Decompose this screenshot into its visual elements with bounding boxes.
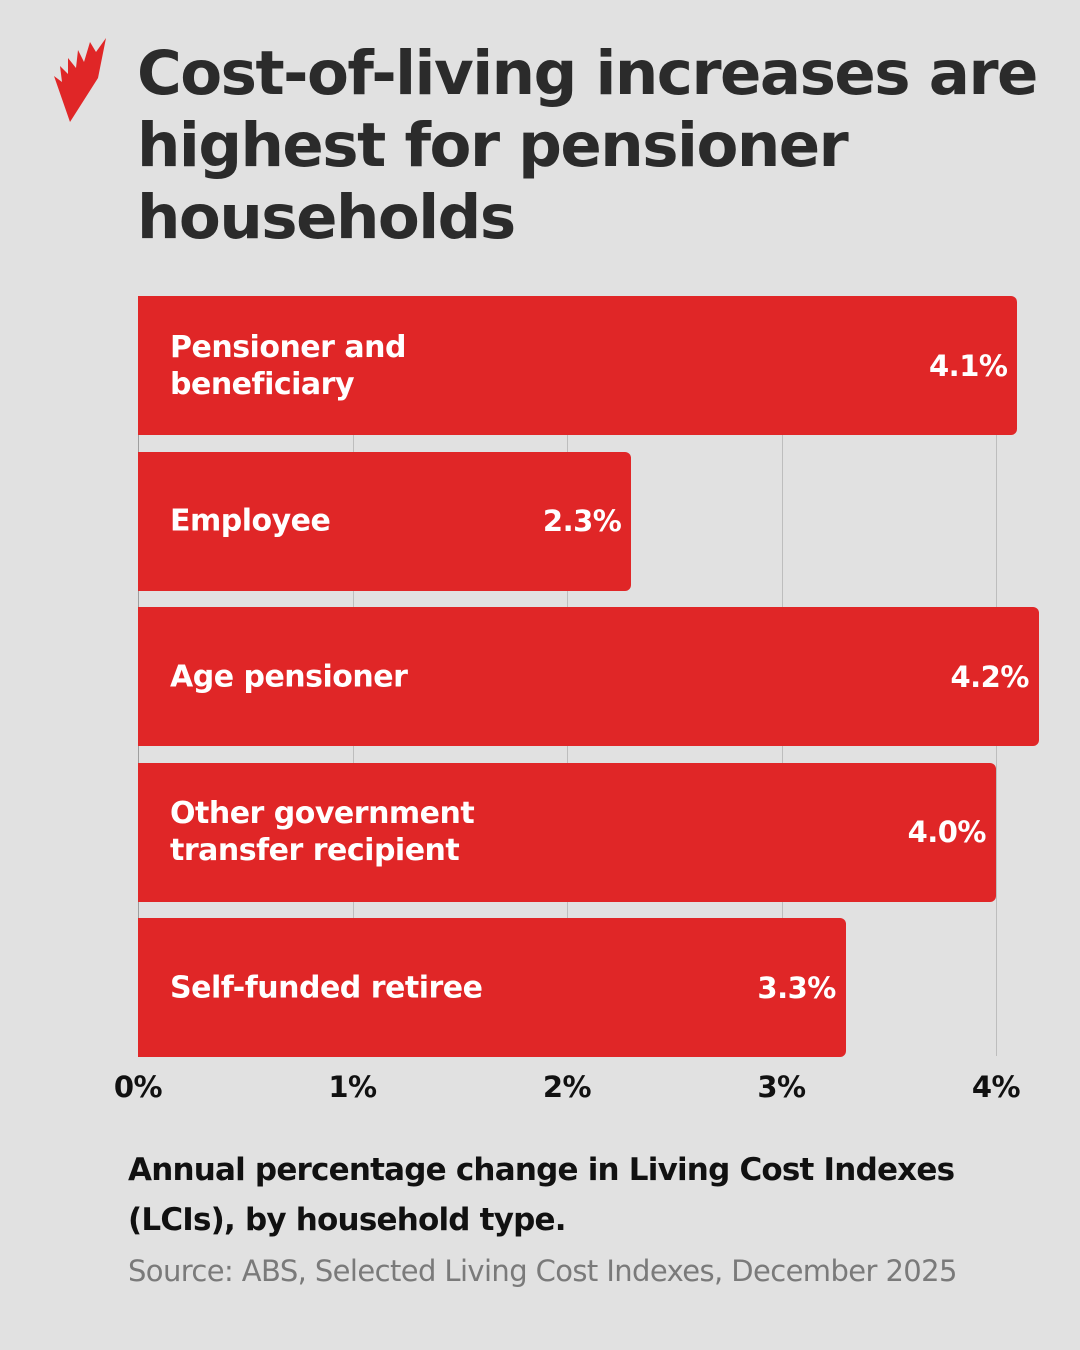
x-axis-tick-label: 2% [542, 1070, 592, 1104]
bar-value-label: 4.1% [929, 348, 1008, 383]
bar: Pensioner and beneficiary 4.1% [138, 296, 1018, 435]
chart-caption: Annual percentage change in Living Cost … [128, 1152, 955, 1238]
bar-value-label: 4.0% [907, 815, 987, 849]
bar-category-label: Pensioner and beneficiary [170, 329, 406, 402]
bar: Age pensioner 4.2% [138, 607, 1039, 746]
bar-category-label: Self-funded retiree [170, 970, 483, 1005]
bar-value-label: 3.3% [757, 970, 836, 1005]
source-note: Source: ABS, Selected Living Cost Indexe… [128, 1254, 957, 1288]
chart-title: Cost-of-living increases are highest for… [137, 38, 1038, 253]
bar-category-label: Employee [170, 503, 331, 539]
bar: Employee 2.3% [138, 451, 632, 591]
bar-value-label: 4.2% [950, 659, 1029, 694]
bar-category-label: Age pensioner [170, 659, 408, 694]
sbs-logo-icon [54, 38, 106, 122]
x-axis-tick-label: 1% [328, 1070, 377, 1104]
bar: Self-funded retiree 3.3% [138, 918, 846, 1057]
x-axis-tick-label: 4% [971, 1070, 1021, 1104]
bar: Other government transfer recipient 4.0% [138, 762, 996, 902]
bar-value-label: 2.3% [542, 504, 622, 538]
x-axis-tick-label: 3% [757, 1070, 806, 1104]
x-axis-tick-label: 0% [113, 1070, 163, 1104]
bar-category-label: Other government transfer recipient [170, 796, 475, 868]
